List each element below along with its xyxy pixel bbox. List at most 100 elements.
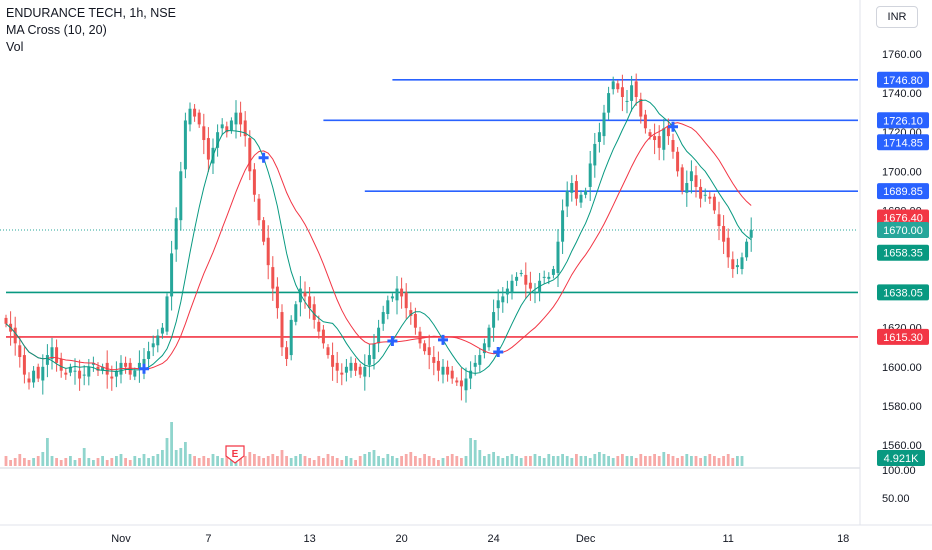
candle-body xyxy=(137,362,141,369)
volume-bar xyxy=(731,458,735,466)
volume-bar xyxy=(409,452,413,466)
volume-bar xyxy=(634,458,638,466)
candle-body xyxy=(726,237,730,258)
candle-body xyxy=(565,190,569,207)
volume-bar xyxy=(78,458,81,466)
candle-body xyxy=(4,317,8,324)
volume-bar xyxy=(579,456,583,466)
candle-body xyxy=(372,343,376,359)
volume-bar xyxy=(418,458,422,466)
volume-bar xyxy=(276,456,279,466)
candle-body xyxy=(570,183,574,193)
level-price-tag xyxy=(877,112,929,129)
volume-bar xyxy=(308,458,311,466)
volume-bar xyxy=(147,458,150,466)
volume-bar xyxy=(621,454,624,466)
time-tick-label: 20 xyxy=(395,533,407,545)
volume-bar xyxy=(722,456,725,466)
volume-bar xyxy=(529,456,532,466)
candle-body xyxy=(294,304,298,322)
candle-body xyxy=(68,366,72,373)
ma-cross-marker xyxy=(668,121,678,132)
time-tick-label: Nov xyxy=(111,533,131,545)
candle-body xyxy=(653,136,657,141)
candle-body xyxy=(64,372,68,375)
indicator-label[interactable]: MA Cross (10, 20) xyxy=(6,23,107,37)
volume-bar xyxy=(105,460,109,466)
candle-body xyxy=(676,151,680,172)
volume-bar xyxy=(331,456,334,466)
volume-bar xyxy=(23,458,26,466)
volume-tag-text: 4.921K xyxy=(884,453,920,465)
candle-body xyxy=(363,366,367,377)
volume-bar xyxy=(644,456,647,466)
price-candles[interactable] xyxy=(4,73,753,403)
volume-bar xyxy=(404,454,408,466)
earnings-event-marker[interactable]: E xyxy=(225,445,245,464)
volume-bars xyxy=(4,422,744,466)
candle-body xyxy=(82,374,86,376)
moving-averages xyxy=(5,99,752,374)
volume-bar xyxy=(593,454,597,466)
volume-bar xyxy=(345,456,348,466)
volume-bar xyxy=(358,456,362,466)
time-axis[interactable]: Nov 7 13 20 24 Dec 11 18 xyxy=(0,524,932,545)
candle-body xyxy=(275,286,279,309)
event-marker-label: E xyxy=(232,449,239,460)
volume-bar xyxy=(27,460,31,466)
volume-bar xyxy=(602,454,606,466)
candle-body xyxy=(648,132,652,137)
candle-body xyxy=(142,358,146,367)
volume-bar xyxy=(699,458,702,466)
currency-button[interactable]: INR xyxy=(876,6,918,28)
volume-label[interactable]: Vol xyxy=(6,40,24,54)
volume-bar xyxy=(740,456,744,466)
candle-body xyxy=(409,310,413,316)
candle-body xyxy=(593,143,597,166)
candle-body xyxy=(110,376,114,379)
candle-body xyxy=(285,347,289,359)
volume-bar xyxy=(207,458,210,466)
candle-body xyxy=(41,366,45,381)
ma-cross-marker xyxy=(258,152,269,163)
volume-bar xyxy=(363,454,367,466)
level-price-text: 1689.85 xyxy=(883,186,923,198)
volume-bar xyxy=(294,456,298,466)
candle-body xyxy=(584,190,588,195)
volume-bar xyxy=(483,456,486,466)
volume-bar xyxy=(561,454,564,466)
candle-body xyxy=(252,169,256,195)
volume-bar xyxy=(322,458,325,466)
volume-bar xyxy=(469,438,472,466)
volume-bar xyxy=(616,456,620,466)
volume-bar xyxy=(653,454,656,466)
volume-bar xyxy=(611,458,615,466)
volume-bar xyxy=(432,458,436,466)
candle-body xyxy=(124,362,128,367)
volume-bar xyxy=(110,458,114,466)
volume-bar xyxy=(161,450,164,466)
level-price-tag xyxy=(877,71,929,88)
candle-body xyxy=(55,347,59,363)
volume-bar xyxy=(92,460,95,466)
volume-bar xyxy=(391,456,394,466)
volume-bar xyxy=(717,458,721,466)
ma-cross-marker xyxy=(438,334,448,345)
candle-body xyxy=(620,87,624,98)
candle-body xyxy=(519,272,523,274)
volume-bar xyxy=(680,456,684,466)
volume-bar xyxy=(220,458,224,466)
candle-body xyxy=(179,171,183,221)
volume-bar xyxy=(165,438,169,466)
volume-bar xyxy=(381,458,385,466)
candle-body xyxy=(27,378,31,383)
candle-body xyxy=(436,360,440,371)
price-tick-label: 1600.00 xyxy=(882,362,922,374)
symbol-title[interactable]: ENDURANCE TECH, 1h, NSE xyxy=(6,6,176,20)
event-marker-shape xyxy=(225,445,245,464)
candle-body xyxy=(395,288,399,301)
volume-bar xyxy=(588,458,592,466)
price-tick-label: 1740.00 xyxy=(882,88,922,100)
volume-bar xyxy=(533,454,537,466)
